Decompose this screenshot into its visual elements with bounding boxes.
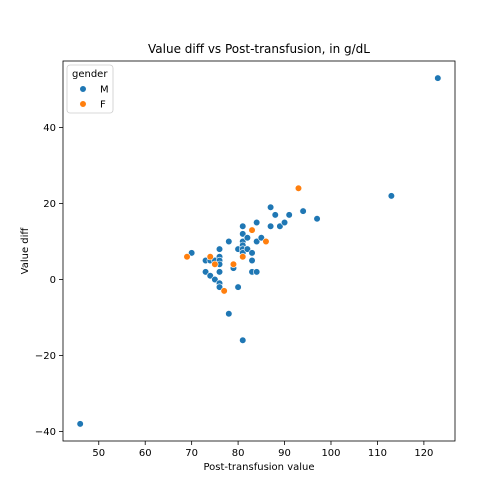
x-tick-label: 110 xyxy=(368,448,387,459)
legend-entry-label: M xyxy=(100,85,109,96)
data-point xyxy=(211,260,219,268)
x-axis-label: Post-transfusion value xyxy=(203,462,314,473)
y-axis-label: Value diff xyxy=(20,227,31,275)
legend-marker xyxy=(79,100,87,108)
data-point xyxy=(239,222,247,230)
chart-title: Value diff vs Post-transfusion, in g/dL xyxy=(148,42,370,56)
data-point xyxy=(225,237,233,246)
y-tick-label: 0 xyxy=(50,275,56,286)
data-point xyxy=(239,230,247,238)
data-point xyxy=(262,237,270,246)
data-point xyxy=(248,226,256,234)
data-point xyxy=(76,420,84,428)
y-tick-label: 40 xyxy=(43,123,56,134)
data-point xyxy=(271,211,279,219)
data-point xyxy=(280,218,289,227)
data-point xyxy=(294,184,303,192)
data-point xyxy=(239,253,247,261)
x-axis: 50 60 70 80 90 100 110 120 xyxy=(92,441,433,459)
data-point xyxy=(299,207,307,215)
data-point xyxy=(183,253,191,261)
legend-marker xyxy=(79,85,87,93)
x-tick-label: 60 xyxy=(139,448,152,459)
data-point xyxy=(234,283,242,291)
data-point xyxy=(206,253,214,261)
legend-title: gender xyxy=(72,69,108,80)
data-point xyxy=(206,272,214,280)
legend-box xyxy=(66,64,114,114)
y-axis: −40 −20 0 20 40 xyxy=(35,123,63,438)
y-tick-label: 20 xyxy=(43,199,56,210)
data-point xyxy=(229,260,238,268)
data-point xyxy=(248,249,256,257)
data-point xyxy=(215,245,224,253)
data-point xyxy=(243,234,251,242)
y-tick-label: −40 xyxy=(35,427,56,438)
series-F xyxy=(183,184,303,295)
data-point xyxy=(248,256,256,265)
data-point xyxy=(257,234,265,242)
legend-entry-label: F xyxy=(100,100,106,111)
data-point xyxy=(239,336,247,344)
x-tick-label: 100 xyxy=(321,448,340,459)
data-point xyxy=(253,237,261,246)
data-point xyxy=(387,192,395,200)
data-point xyxy=(220,287,228,295)
data-point xyxy=(215,283,224,291)
data-point xyxy=(188,249,196,257)
x-tick-label: 90 xyxy=(278,448,291,459)
x-tick-label: 50 xyxy=(92,448,105,459)
x-tick-label: 120 xyxy=(414,448,433,459)
data-point xyxy=(243,245,251,253)
data-point xyxy=(211,275,219,284)
x-tick-label: 70 xyxy=(185,448,198,459)
data-point xyxy=(201,268,210,276)
data-point xyxy=(285,211,293,219)
data-point xyxy=(253,268,261,276)
data-point xyxy=(276,222,284,230)
data-point xyxy=(434,74,442,82)
series-M xyxy=(76,74,442,428)
data-point xyxy=(215,268,224,276)
data-point xyxy=(253,218,261,227)
axes-frame xyxy=(62,60,456,442)
data-point xyxy=(313,215,321,223)
plot-area xyxy=(76,74,442,428)
data-point xyxy=(225,310,233,318)
legend: gender MF xyxy=(66,64,114,114)
data-point xyxy=(267,222,275,230)
y-tick-label: −20 xyxy=(35,351,56,362)
data-point xyxy=(267,203,275,211)
x-tick-label: 80 xyxy=(232,448,245,459)
